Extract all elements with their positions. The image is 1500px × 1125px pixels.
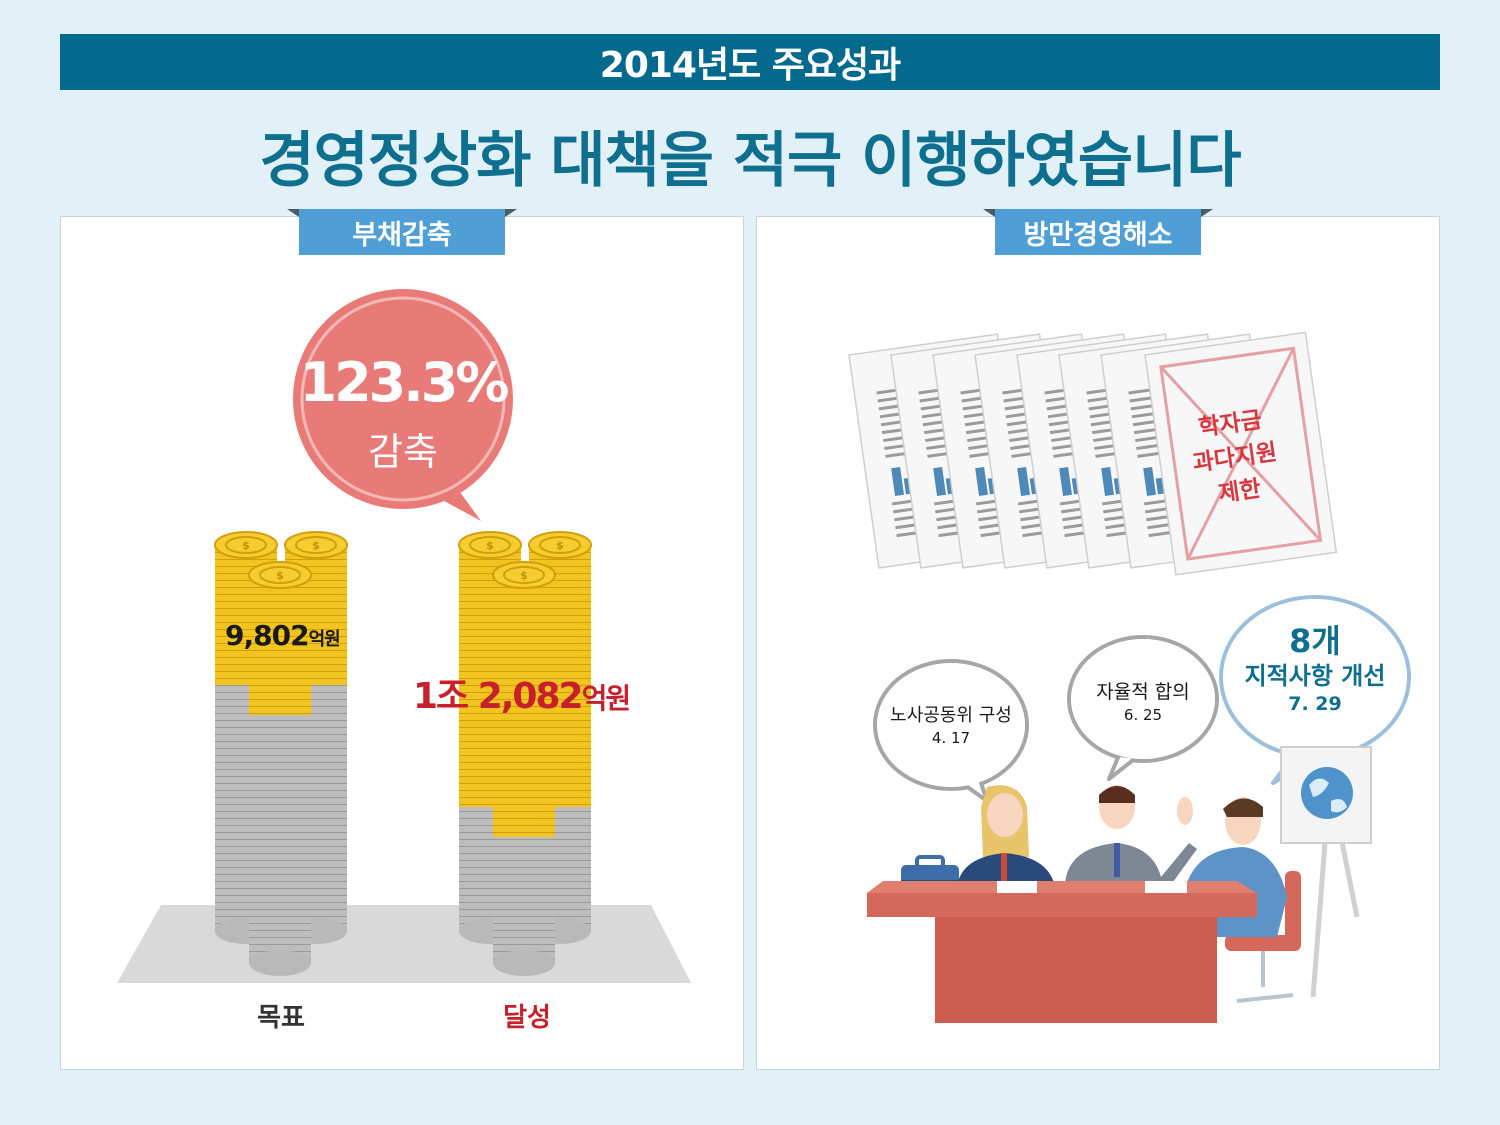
man-center-figure: [1065, 785, 1197, 893]
target-coin-stack: [214, 531, 348, 976]
lax-management-panel: 방만경영해소: [756, 209, 1440, 1070]
target-amount-number: 9,802: [225, 619, 310, 652]
bubble-improvement: 8개 지적사항 개선 7. 29: [1225, 621, 1405, 717]
bubble-improvement-count: 8개: [1289, 622, 1341, 660]
office-chair: [1225, 871, 1301, 1003]
document-stack: [848, 331, 1338, 576]
reduction-rate-bubble: [293, 289, 513, 521]
debt-reduction-panel: 부채감축 $: [60, 209, 744, 1070]
documents-illustration: [848, 331, 1411, 1023]
meeting-table: [867, 881, 1257, 1023]
speech-bubble-shapes: [873, 595, 1411, 803]
reduction-rate-value: 123.3%: [299, 351, 510, 414]
header-title: 2014년도 주요성과: [599, 45, 901, 86]
debt-reduction-tab-label: 부채감축: [352, 219, 452, 251]
bubble-agreement-title: 자율적 합의: [1096, 681, 1190, 703]
stack-floor: [117, 905, 691, 983]
bubble-agreement: 자율적 합의 6. 25: [1073, 677, 1213, 724]
achieved-coin-stack: [458, 531, 592, 976]
coin-stacks-illustration: $: [117, 289, 691, 983]
debt-reduction-tab: 부채감축: [287, 209, 517, 255]
page-headline: 경영정상화 대책을 적극 이행하였습니다: [259, 126, 1241, 196]
lax-management-tab: 방만경영해소: [983, 209, 1213, 255]
tuition-stamp-text: 학자금 과다지원 제한: [1168, 399, 1301, 517]
stamped-document: [1144, 331, 1338, 576]
bubble-committee-title: 노사공동위 구성: [890, 705, 1012, 726]
achieved-amount: 1조 2,082억원: [413, 667, 632, 719]
presentation-easel: [1280, 746, 1372, 998]
bubble-committee-date: 4. 17: [931, 729, 971, 747]
achieved-amount-unit: 억원: [581, 682, 632, 715]
target-amount: 9,802억원: [225, 619, 341, 652]
bubble-improvement-title: 지적사항 개선: [1244, 662, 1386, 690]
target-amount-unit: 억원: [308, 629, 341, 650]
target-label: 목표: [257, 1003, 305, 1033]
bubble-committee: 노사공동위 구성 4. 17: [871, 701, 1031, 747]
achieved-amount-number: 1조 2,082: [413, 676, 584, 717]
bubble-improvement-date: 7. 29: [1288, 693, 1342, 715]
header-title-bar: 2014년도 주요성과: [60, 34, 1440, 90]
woman-figure: [957, 785, 1055, 887]
bubble-agreement-date: 6. 25: [1123, 706, 1163, 724]
reduction-rate-label: 감축: [368, 430, 438, 474]
achieved-label: 달성: [503, 1003, 551, 1033]
lax-management-tab-label: 방만경영해소: [1023, 219, 1173, 251]
